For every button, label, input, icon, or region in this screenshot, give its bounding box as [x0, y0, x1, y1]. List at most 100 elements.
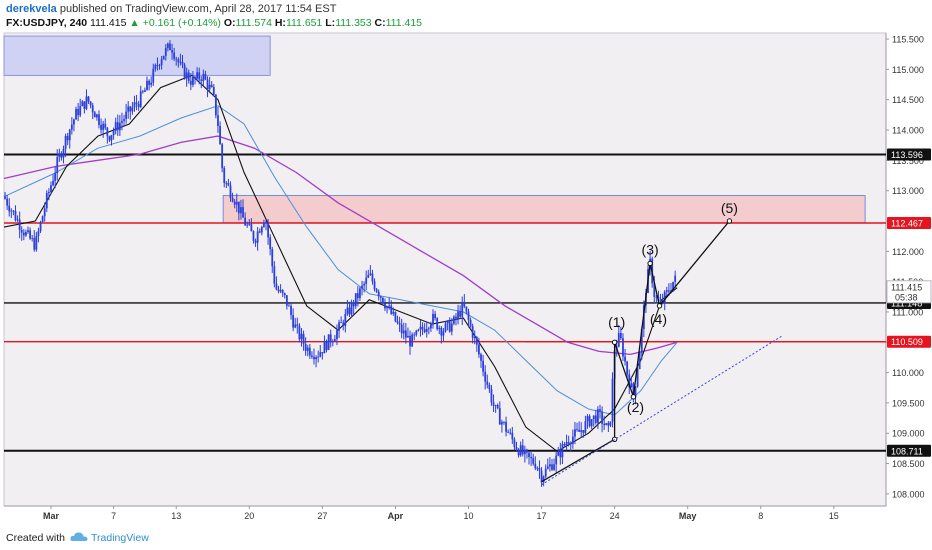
candle-body — [665, 290, 668, 292]
candle-body — [263, 222, 265, 227]
candle-body — [546, 466, 549, 469]
candle-body — [490, 389, 493, 403]
y-tick-label: 111.000 — [892, 307, 923, 317]
candle-body — [20, 230, 23, 233]
candle-body — [392, 311, 395, 314]
level-price-tag — [887, 148, 931, 161]
candle-body — [413, 334, 416, 336]
candle-body — [83, 101, 86, 109]
candle-body — [628, 374, 631, 388]
candle-body — [296, 324, 299, 326]
candle-body — [246, 224, 249, 226]
y-tick-label: 112.000 — [892, 247, 924, 257]
candle-body — [655, 296, 658, 298]
wave-point — [611, 339, 618, 345]
tradingview-brand[interactable]: TradingView — [91, 532, 149, 544]
candle-body — [559, 450, 562, 458]
candle-body — [311, 355, 313, 357]
price-chart[interactable]: (1) (2) (3) (4) (5) 108.000 108.500 109.000 109… — [0, 0, 932, 527]
candle-body — [177, 59, 180, 63]
candle-body — [473, 337, 476, 338]
candle-body — [540, 470, 543, 483]
candle-body — [594, 415, 597, 423]
candle-body — [200, 79, 203, 82]
wave-label: (5) — [721, 200, 738, 216]
candle-body — [530, 456, 533, 459]
wave-label: (4) — [650, 311, 667, 327]
candle-body — [123, 119, 125, 121]
candle-body — [237, 201, 240, 214]
candle-body — [290, 305, 292, 316]
level-price-tag — [887, 216, 931, 229]
candle-body — [333, 339, 336, 342]
author-link[interactable]: derekvela — [6, 3, 57, 15]
candle-body — [427, 328, 430, 330]
candle-body — [206, 79, 209, 90]
candle-body — [277, 289, 280, 292]
high-label: H: — [274, 17, 286, 29]
candle-body — [388, 305, 391, 307]
candle-body — [171, 50, 173, 53]
candle-body — [634, 386, 637, 398]
candle-body — [498, 408, 501, 425]
candle-body — [43, 208, 46, 217]
y-tick-label: 115.500 — [892, 35, 924, 45]
candle-body — [133, 102, 136, 108]
x-tick-label: May — [679, 511, 697, 521]
wave-point — [630, 394, 637, 400]
low-value: 111.353 — [335, 17, 372, 29]
x-tick-label: Mar — [43, 511, 60, 521]
candle-body — [75, 108, 77, 120]
x-tick-label: 10 — [463, 511, 473, 521]
candle-body — [352, 302, 355, 307]
candle-body — [398, 322, 401, 325]
candle-body — [555, 455, 558, 465]
candle-body — [384, 303, 386, 309]
wave-point — [726, 218, 733, 224]
candle-body — [617, 333, 620, 347]
level-price-tag-label: 108.711 — [891, 446, 923, 456]
candle-body — [503, 421, 505, 423]
candle-body — [323, 340, 326, 354]
candle-body — [173, 52, 176, 59]
candle-body — [475, 337, 478, 345]
candle-body — [217, 115, 219, 127]
candle-body — [313, 356, 315, 360]
publish-info: derekvela published on TradingView.com, … — [6, 3, 336, 15]
candle-body — [344, 313, 347, 326]
candle-body — [22, 232, 25, 236]
candle-body — [549, 464, 551, 467]
candle-body — [419, 326, 422, 330]
candle-body — [630, 383, 633, 388]
footer: Created with TradingView — [0, 527, 932, 550]
candle-body — [528, 452, 530, 457]
candle-body — [574, 429, 576, 437]
candle-body — [622, 338, 624, 357]
countdown-label: 05:38 — [895, 292, 918, 302]
candle-body — [346, 307, 349, 314]
candle-body — [423, 329, 426, 332]
candle-body — [292, 315, 295, 328]
tradingview-cloud-icon — [70, 532, 88, 541]
candle-body — [361, 285, 363, 289]
candle-body — [279, 290, 282, 292]
candle-body — [141, 91, 144, 93]
candle-body — [273, 266, 276, 284]
candle-body — [484, 371, 487, 382]
candle-body — [409, 335, 411, 347]
y-tick-label: 113.500 — [892, 156, 924, 166]
candle-body — [359, 288, 361, 299]
candle-body — [95, 114, 98, 118]
candle-body — [411, 334, 414, 347]
candle-body — [58, 154, 61, 158]
candle-body — [39, 221, 42, 232]
candle-body — [221, 144, 224, 169]
candle-body — [308, 347, 311, 356]
candle-body — [258, 231, 261, 233]
close-value: 111.415 — [385, 17, 423, 29]
candle-body — [244, 217, 247, 226]
candle-body — [611, 378, 614, 422]
candle-body — [27, 230, 29, 233]
candle-body — [204, 74, 207, 80]
candle-body — [515, 447, 518, 450]
